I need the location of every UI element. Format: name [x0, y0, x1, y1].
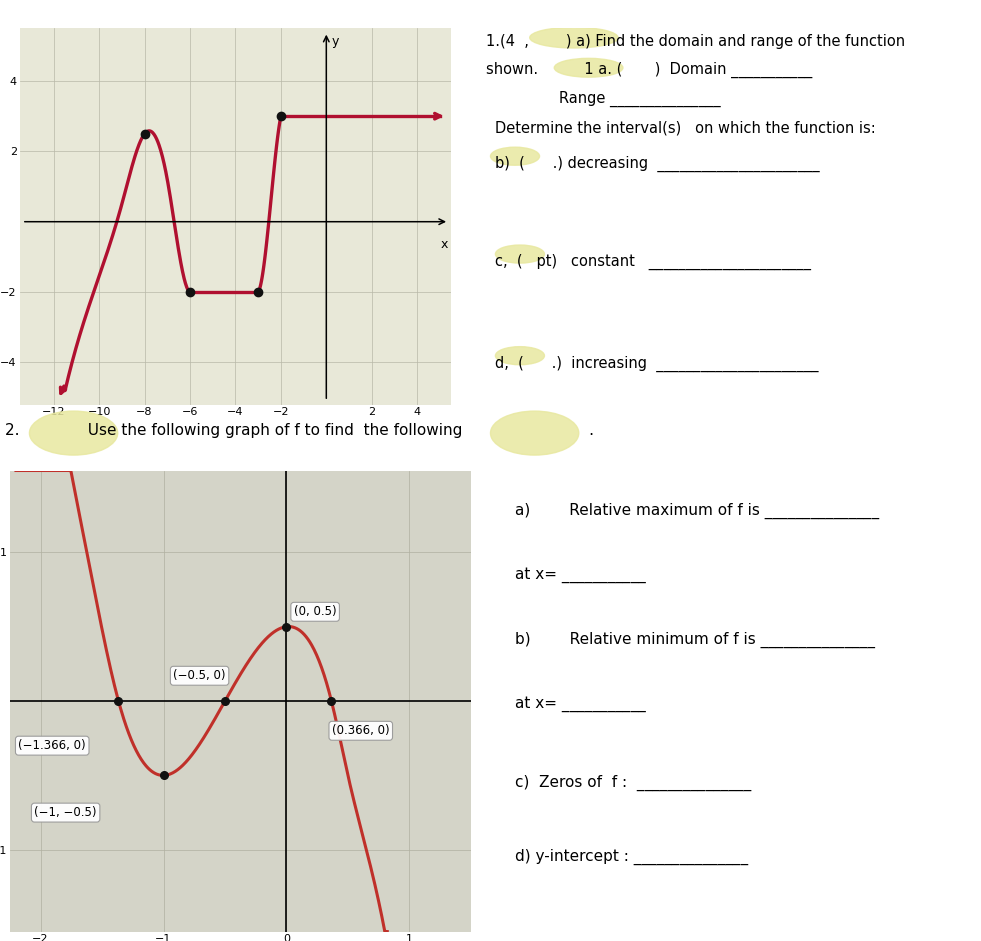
- Text: (0, 0.5): (0, 0.5): [294, 605, 336, 618]
- Ellipse shape: [530, 27, 618, 48]
- Text: (−1.366, 0): (−1.366, 0): [19, 740, 86, 752]
- Text: b)        Relative minimum of f is _______________: b) Relative minimum of f is ____________…: [514, 632, 874, 648]
- Text: (−1, −0.5): (−1, −0.5): [34, 806, 97, 819]
- Text: y: y: [332, 35, 339, 48]
- Ellipse shape: [490, 411, 579, 455]
- Text: c)  Zeros of  f :  _______________: c) Zeros of f : _______________: [514, 774, 750, 791]
- Text: (−0.5, 0): (−0.5, 0): [174, 669, 226, 682]
- Text: d,  (      .)  increasing  ______________________: d, ( .) increasing _____________________…: [495, 356, 819, 372]
- Text: b)  (      .) decreasing  ______________________: b) ( .) decreasing _____________________…: [495, 156, 820, 172]
- Text: 1.(4  ,        ) a) Find the domain and range of the function: 1.(4 , ) a) Find the domain and range of…: [486, 34, 904, 49]
- Text: 2.              Use the following graph of f to find  the following             : 2. Use the following graph of f to find …: [5, 423, 594, 438]
- Text: at x= ___________: at x= ___________: [514, 696, 645, 712]
- Text: shown.          1 a. (       )  Domain ___________: shown. 1 a. ( ) Domain ___________: [486, 62, 812, 78]
- Text: a)        Relative maximum of f is _______________: a) Relative maximum of f is ____________…: [514, 502, 879, 519]
- Text: x: x: [440, 237, 448, 250]
- Ellipse shape: [554, 58, 623, 77]
- Text: Range _______________: Range _______________: [559, 90, 721, 106]
- Text: Determine the interval(s)   on which the function is:: Determine the interval(s) on which the f…: [495, 120, 876, 136]
- Ellipse shape: [29, 411, 118, 455]
- Text: at x= ___________: at x= ___________: [514, 567, 645, 583]
- Text: (0.366, 0): (0.366, 0): [332, 725, 389, 738]
- Text: d) y-intercept : _______________: d) y-intercept : _______________: [514, 849, 748, 865]
- Ellipse shape: [495, 346, 544, 365]
- Ellipse shape: [495, 245, 544, 263]
- Text: c,  (   pt)   constant   ______________________: c, ( pt) constant ______________________: [495, 254, 811, 270]
- Ellipse shape: [490, 147, 540, 166]
